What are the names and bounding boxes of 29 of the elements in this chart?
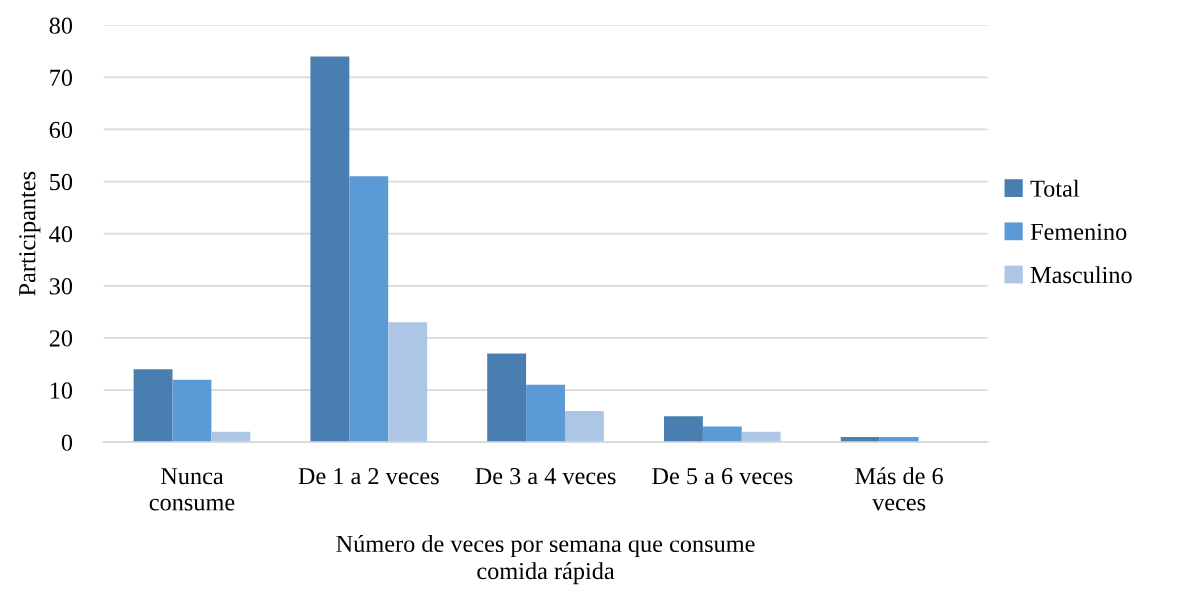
- bar: [663, 416, 703, 443]
- x-tick-label: De 5 a 6 veces: [652, 467, 793, 485]
- y-tick-label: 70: [50, 69, 73, 86]
- bar: [388, 322, 428, 443]
- y-tick-label: 0: [61, 434, 73, 451]
- bar: [172, 379, 212, 443]
- y-tick-label: 30: [49, 278, 73, 295]
- y-tick-label: 10: [50, 382, 73, 399]
- legend-label: Masculino: [1030, 266, 1132, 284]
- y-tick-label: 50: [50, 173, 73, 191]
- legend-label: Total: [1030, 179, 1080, 197]
- x-tick-label: Más de 6 veces: [855, 467, 943, 511]
- y-axis-title: Participantes: [19, 171, 41, 296]
- bar: [702, 426, 742, 443]
- bar: [310, 56, 350, 443]
- y-tick-label: 60: [49, 121, 73, 139]
- x-tick-label: De 1 a 2 veces: [298, 467, 439, 485]
- bar: [133, 369, 173, 443]
- x-axis-title: Número de veces por semana que consume comida rápida: [336, 534, 755, 585]
- bar: [349, 176, 389, 443]
- x-tick-label: Nunca consume: [149, 468, 235, 511]
- legend-label: Femenino: [1030, 223, 1127, 241]
- bar: [564, 410, 604, 443]
- y-tick-label: 80: [49, 17, 73, 34]
- bar: [526, 384, 565, 443]
- y-tick-label: 20: [49, 330, 73, 347]
- x-tick-label: De 3 a 4 veces: [475, 467, 616, 485]
- bar: [487, 353, 527, 443]
- y-tick-label: 40: [49, 225, 73, 243]
